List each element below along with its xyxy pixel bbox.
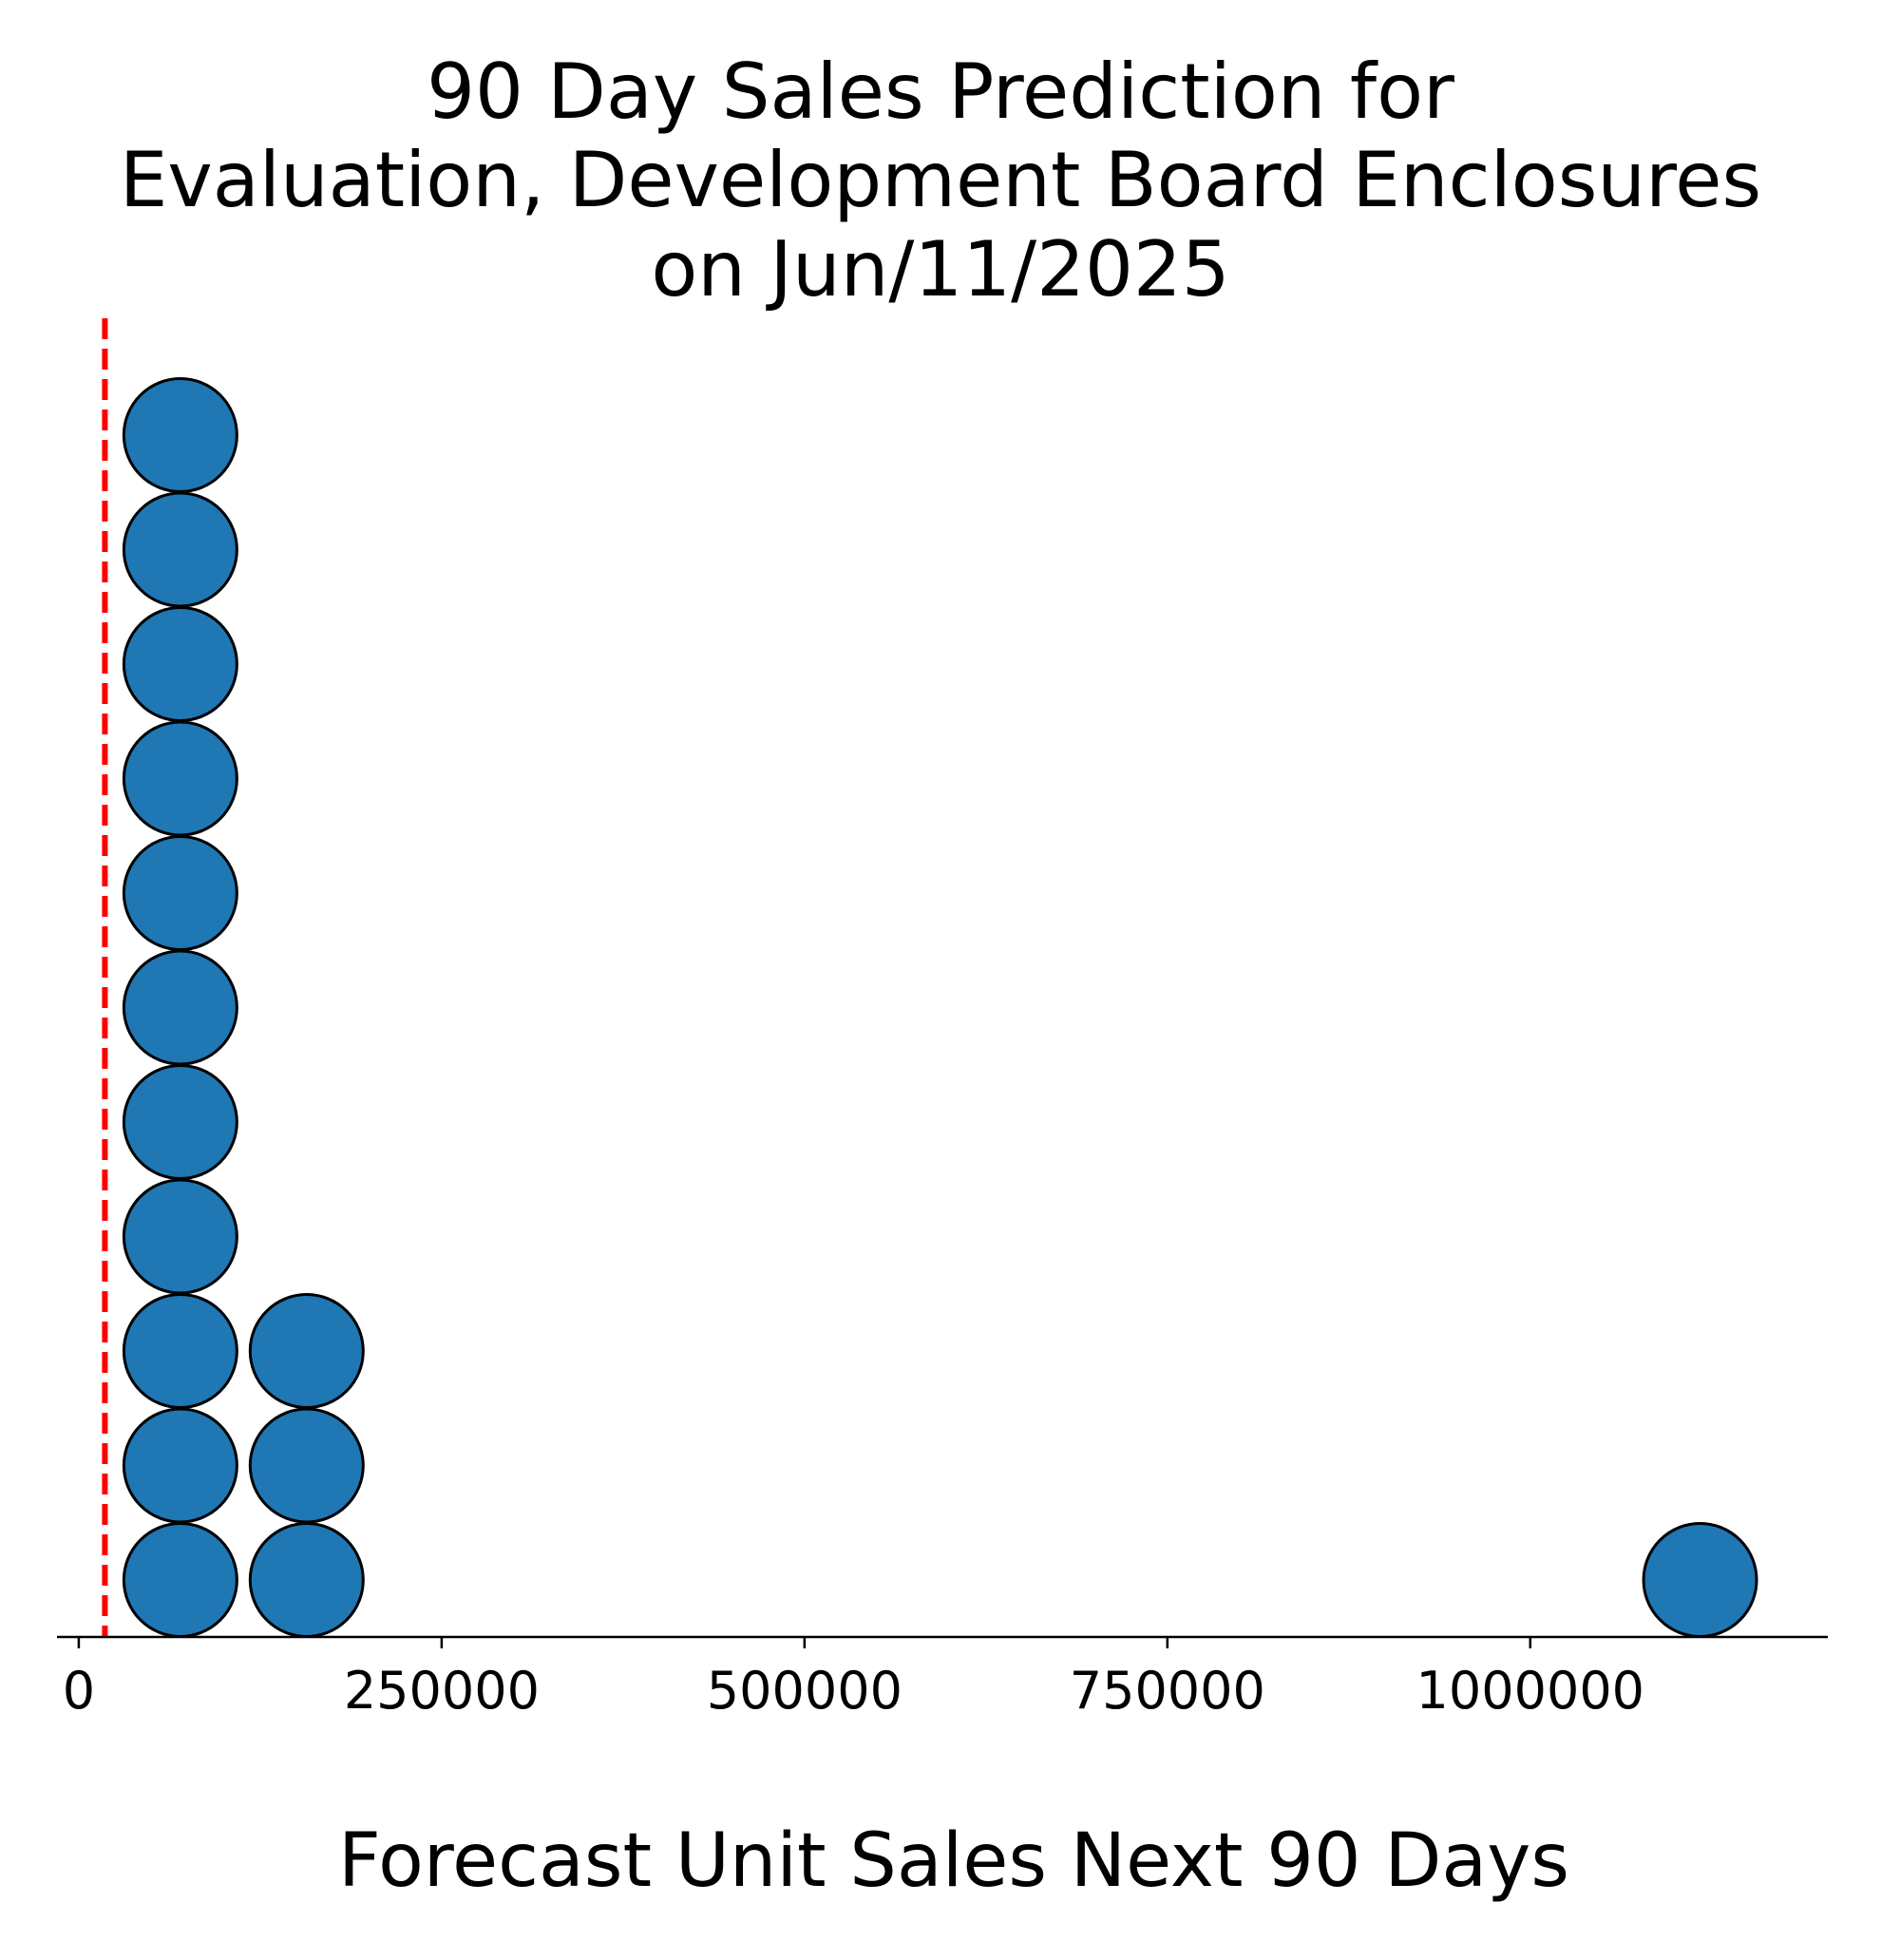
data-dot <box>122 835 238 951</box>
x-tick-label: 250000 <box>344 1661 540 1721</box>
data-dots <box>122 377 1758 1638</box>
data-dot <box>122 377 238 493</box>
chart-title: 90 Day Sales Prediction for Evaluation, … <box>120 48 1761 314</box>
data-dot <box>248 1293 365 1409</box>
data-dot <box>122 720 238 837</box>
data-dot <box>248 1522 365 1638</box>
data-dot <box>248 1407 365 1524</box>
data-dot <box>122 606 238 722</box>
data-dot <box>122 949 238 1066</box>
chart-title-line-1: 90 Day Sales Prediction for <box>427 48 1454 136</box>
x-axis-label: Forecast Unit Sales Next 90 Days <box>338 1818 1569 1904</box>
data-dot <box>122 1064 238 1180</box>
chart-title-line-2: Evaluation, Development Board Enclosures <box>120 136 1761 224</box>
data-dot <box>122 1522 238 1638</box>
data-dot <box>122 1407 238 1524</box>
x-tick-label: 750000 <box>1070 1661 1265 1721</box>
x-tick-label: 0 <box>63 1661 95 1721</box>
data-dot <box>1642 1522 1758 1638</box>
data-dot <box>122 1178 238 1295</box>
data-dot <box>122 1293 238 1409</box>
chart-title-line-3: on Jun/11/2025 <box>651 225 1229 314</box>
x-tick-label: 500000 <box>707 1661 902 1721</box>
x-tick-label: 1000000 <box>1416 1661 1645 1721</box>
data-dot <box>122 491 238 608</box>
x-axis-ticks: 0 250000 500000 750000 1000000 <box>63 1637 1644 1721</box>
